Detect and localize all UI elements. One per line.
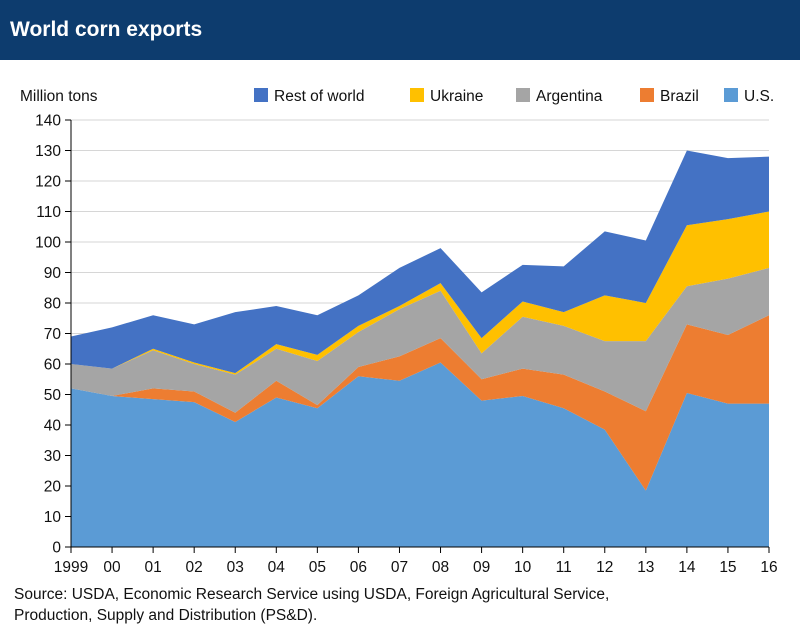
y-tick-label: 130 <box>35 143 61 160</box>
legend-label-argentina: Argentina <box>536 88 603 105</box>
source-line-1: Source: USDA, Economic Research Service … <box>14 586 610 603</box>
legend-swatch-ukraine <box>410 88 424 102</box>
legend-label-u-s: U.S. <box>744 88 774 105</box>
area-ukraine <box>71 211 769 375</box>
y-tick-label: 50 <box>44 387 62 404</box>
y-tick-label: 90 <box>44 265 62 282</box>
y-tick-label: 100 <box>35 235 61 252</box>
x-tick-label: 02 <box>186 559 203 576</box>
y-tick-label: 60 <box>44 357 62 374</box>
y-tick-label: 70 <box>44 326 62 343</box>
y-axis-title: Million tons <box>20 88 98 105</box>
x-tick-label: 12 <box>596 559 613 576</box>
x-tick-label: 04 <box>268 559 286 576</box>
x-tick-label: 1999 <box>54 559 88 576</box>
x-tick-label: 05 <box>309 559 326 576</box>
y-tick-label: 80 <box>44 296 62 313</box>
x-tick-label: 14 <box>678 559 696 576</box>
y-tick-label: 110 <box>36 204 61 221</box>
x-tick-label: 11 <box>556 559 572 576</box>
source-line-2: Production, Supply and Distribution (PS&… <box>14 607 318 624</box>
x-tick-label: 15 <box>719 559 736 576</box>
x-tick-label: 09 <box>473 559 490 576</box>
y-tick-label: 20 <box>44 479 62 496</box>
area-brazil <box>71 315 769 491</box>
chart-header: World corn exports <box>0 0 800 60</box>
y-tick-label: 0 <box>52 540 61 557</box>
y-tick-label: 120 <box>35 174 61 191</box>
legend-label-ukraine: Ukraine <box>430 88 483 105</box>
chart-title: World corn exports <box>10 18 203 41</box>
x-tick-label: 03 <box>227 559 244 576</box>
y-tick-label: 140 <box>35 113 61 130</box>
area-argentina <box>71 267 769 413</box>
y-tick-label: 40 <box>44 418 62 435</box>
y-tick-label: 10 <box>44 509 62 526</box>
x-tick-label: 01 <box>144 559 161 576</box>
x-tick-label: 16 <box>760 559 777 576</box>
legend-swatch-rest-of-world <box>254 88 268 102</box>
y-tick-label: 30 <box>44 448 62 465</box>
area-u-s <box>71 362 769 547</box>
x-tick-label: 13 <box>637 559 654 576</box>
legend-swatch-u-s <box>724 88 738 102</box>
legend-label-rest-of-world: Rest of world <box>274 88 364 105</box>
x-tick-label: 08 <box>432 559 449 576</box>
legend-swatch-brazil <box>640 88 654 102</box>
x-tick-label: 07 <box>391 559 408 576</box>
source-note: Source: USDA, Economic Research Service … <box>14 584 794 626</box>
x-tick-label: 00 <box>103 559 121 576</box>
x-tick-label: 06 <box>350 559 367 576</box>
area-rest-of-world <box>71 150 769 374</box>
legend-swatch-argentina <box>516 88 530 102</box>
legend-label-brazil: Brazil <box>660 88 699 105</box>
x-tick-label: 10 <box>514 559 532 576</box>
